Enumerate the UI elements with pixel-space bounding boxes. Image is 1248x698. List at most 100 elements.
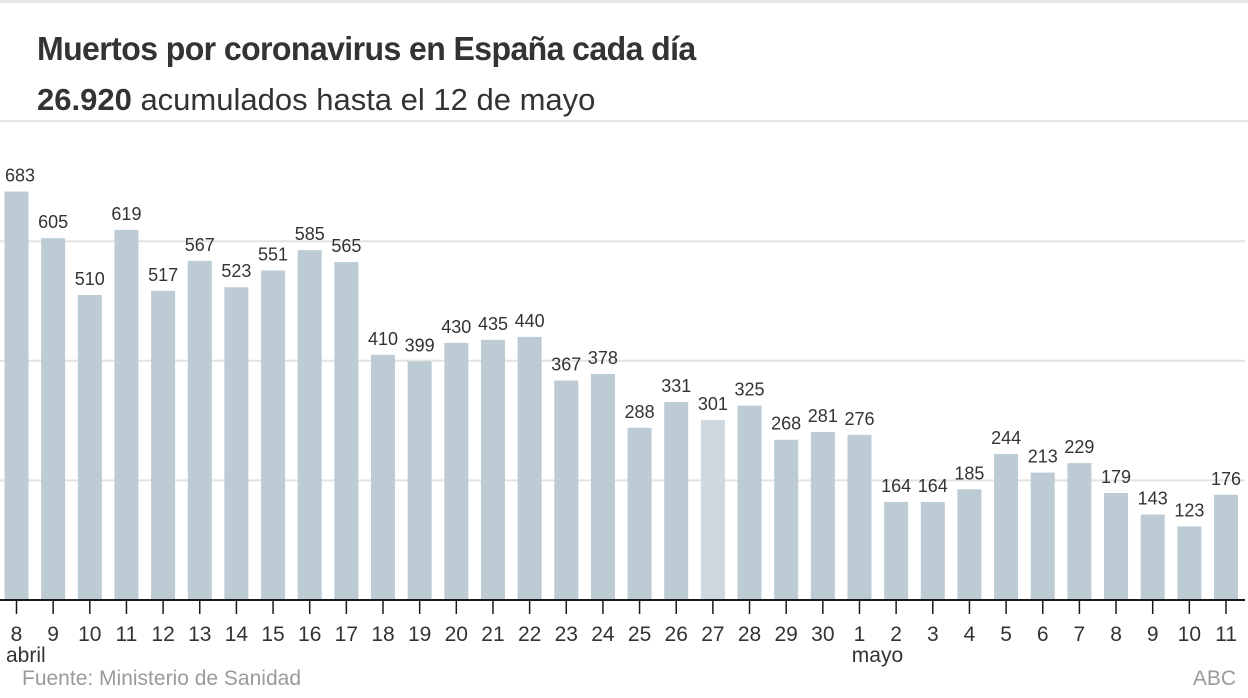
top-rule bbox=[0, 0, 1248, 3]
x-tick-label: 8 bbox=[1110, 623, 1122, 646]
x-tick-label: 25 bbox=[628, 623, 651, 646]
data-label: 619 bbox=[111, 204, 141, 224]
data-label: 213 bbox=[1028, 447, 1058, 467]
x-tick-label: 9 bbox=[47, 623, 59, 646]
bar bbox=[407, 361, 432, 600]
data-label: 510 bbox=[75, 269, 105, 289]
x-axis: 8 9 10 11 12 13 14 15 16 17 18 19 20 21 22 23 24 25 26 27 28… bbox=[0, 599, 1245, 667]
data-label: 430 bbox=[441, 317, 471, 337]
bar bbox=[994, 454, 1019, 600]
bar bbox=[4, 191, 29, 601]
x-tick-label: 23 bbox=[555, 623, 578, 646]
data-label: 523 bbox=[221, 261, 251, 281]
data-label: 143 bbox=[1138, 488, 1168, 508]
data-label: 123 bbox=[1174, 500, 1204, 520]
x-tick-label: 15 bbox=[261, 623, 284, 646]
data-label: 281 bbox=[808, 406, 838, 426]
bar bbox=[444, 342, 469, 600]
x-tick-label: 6 bbox=[1037, 623, 1049, 646]
bar bbox=[1140, 514, 1165, 600]
bar bbox=[334, 262, 359, 600]
x-tick-label: 16 bbox=[298, 623, 321, 646]
x-tick-label: 18 bbox=[371, 623, 394, 646]
bar bbox=[664, 402, 689, 600]
x-tick-label: 11 bbox=[116, 623, 138, 646]
data-label: 683 bbox=[5, 166, 35, 186]
x-tick-label: 26 bbox=[665, 623, 688, 646]
chart-title: Muertos por coronavirus en España cada d… bbox=[37, 30, 696, 67]
bar bbox=[114, 229, 139, 600]
x-tick-label: 11 bbox=[1215, 623, 1237, 646]
header-rule bbox=[0, 120, 1248, 122]
data-label: 410 bbox=[368, 329, 398, 349]
credit-label: ABC bbox=[1192, 667, 1236, 690]
bar bbox=[41, 238, 66, 600]
x-tick-label: 29 bbox=[775, 623, 798, 646]
x-tick-label: 8 bbox=[11, 623, 23, 646]
x-tick-label: 12 bbox=[151, 623, 174, 646]
x-tick-label: 5 bbox=[1000, 623, 1012, 646]
bar bbox=[957, 489, 982, 600]
bar bbox=[187, 260, 212, 600]
data-label: 331 bbox=[661, 376, 691, 396]
data-label: 176 bbox=[1211, 469, 1241, 489]
bar bbox=[1104, 492, 1129, 600]
data-label: 367 bbox=[551, 355, 581, 375]
data-label: 164 bbox=[918, 476, 948, 496]
x-tick-label: 2 bbox=[890, 623, 902, 646]
x-tick-label: 19 bbox=[408, 623, 431, 646]
data-label: 399 bbox=[405, 335, 435, 355]
bar bbox=[297, 250, 322, 601]
x-tick-label: 7 bbox=[1074, 623, 1086, 646]
bar bbox=[1177, 526, 1202, 600]
bar bbox=[627, 427, 652, 600]
x-tick-label: 17 bbox=[335, 623, 358, 646]
data-label: 164 bbox=[881, 476, 911, 496]
bar bbox=[1214, 494, 1238, 600]
subtitle-text: acumulados hasta el 12 de mayo bbox=[131, 82, 596, 117]
data-label: 565 bbox=[331, 236, 361, 256]
data-label: 229 bbox=[1064, 437, 1094, 457]
data-label: 585 bbox=[295, 224, 325, 244]
x-tick-label: 13 bbox=[188, 623, 211, 646]
bar bbox=[737, 405, 762, 600]
data-label: 325 bbox=[735, 380, 765, 400]
bar bbox=[1030, 472, 1055, 600]
bar bbox=[1067, 463, 1092, 600]
data-label: 301 bbox=[698, 394, 728, 414]
x-tick-label: 4 bbox=[964, 623, 976, 646]
x-tick-label: 27 bbox=[701, 623, 724, 646]
bar bbox=[261, 270, 286, 600]
data-label: 517 bbox=[148, 265, 178, 285]
data-label: 244 bbox=[991, 428, 1021, 448]
bar bbox=[224, 287, 249, 600]
bar bbox=[77, 295, 102, 600]
bar bbox=[517, 336, 542, 600]
bar bbox=[151, 290, 176, 600]
x-tick-label: 21 bbox=[481, 623, 504, 646]
x-tick-label: 24 bbox=[591, 623, 615, 646]
x-tick-label: 20 bbox=[445, 623, 468, 646]
bar bbox=[480, 339, 505, 600]
data-label: 605 bbox=[38, 212, 68, 232]
source-note: Fuente: Ministerio de Sanidad bbox=[22, 667, 301, 690]
bars bbox=[4, 191, 1238, 601]
bar bbox=[700, 420, 725, 600]
gridlines bbox=[0, 240, 1245, 482]
x-tick-label: 22 bbox=[518, 623, 541, 646]
x-tick-label: 10 bbox=[78, 623, 101, 646]
bar bbox=[884, 501, 909, 600]
data-label: 179 bbox=[1101, 467, 1131, 487]
x-tick-label: 3 bbox=[927, 623, 939, 646]
data-labels: 683 605 510 619 517 567 523 551 585 565 410 399 430 4… bbox=[5, 166, 1241, 521]
x-tick-label: 1 bbox=[854, 623, 866, 646]
data-label: 440 bbox=[515, 311, 545, 331]
data-label: 551 bbox=[258, 245, 288, 265]
data-label: 268 bbox=[771, 414, 801, 434]
data-label: 435 bbox=[478, 314, 508, 334]
bar bbox=[774, 439, 799, 600]
x-tick-label: 14 bbox=[225, 623, 249, 646]
data-label: 276 bbox=[844, 409, 874, 429]
bar bbox=[810, 431, 835, 600]
